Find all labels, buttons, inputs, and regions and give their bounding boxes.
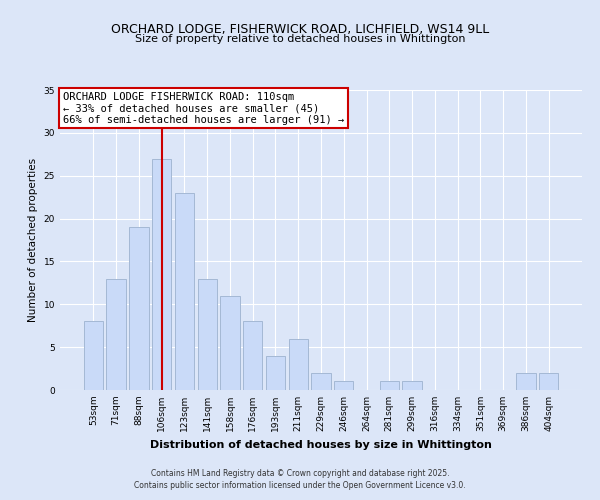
Bar	[539, 373, 558, 390]
Bar	[243, 322, 262, 390]
Bar	[516, 373, 536, 390]
Bar	[175, 193, 194, 390]
Bar	[334, 382, 353, 390]
Bar	[266, 356, 285, 390]
Bar	[289, 338, 308, 390]
Bar	[380, 382, 399, 390]
Bar	[152, 158, 172, 390]
Y-axis label: Number of detached properties: Number of detached properties	[28, 158, 38, 322]
Text: Size of property relative to detached houses in Whittington: Size of property relative to detached ho…	[135, 34, 465, 43]
Text: ORCHARD LODGE FISHERWICK ROAD: 110sqm
← 33% of detached houses are smaller (45)
: ORCHARD LODGE FISHERWICK ROAD: 110sqm ← …	[62, 92, 344, 124]
Bar	[197, 278, 217, 390]
Text: ORCHARD LODGE, FISHERWICK ROAD, LICHFIELD, WS14 9LL: ORCHARD LODGE, FISHERWICK ROAD, LICHFIEL…	[111, 22, 489, 36]
Bar	[106, 278, 126, 390]
Bar	[403, 382, 422, 390]
Bar	[129, 227, 149, 390]
Text: Contains public sector information licensed under the Open Government Licence v3: Contains public sector information licen…	[134, 481, 466, 490]
Text: Contains HM Land Registry data © Crown copyright and database right 2025.: Contains HM Land Registry data © Crown c…	[151, 468, 449, 477]
Bar	[311, 373, 331, 390]
Bar	[84, 322, 103, 390]
X-axis label: Distribution of detached houses by size in Whittington: Distribution of detached houses by size …	[150, 440, 492, 450]
Bar	[220, 296, 239, 390]
